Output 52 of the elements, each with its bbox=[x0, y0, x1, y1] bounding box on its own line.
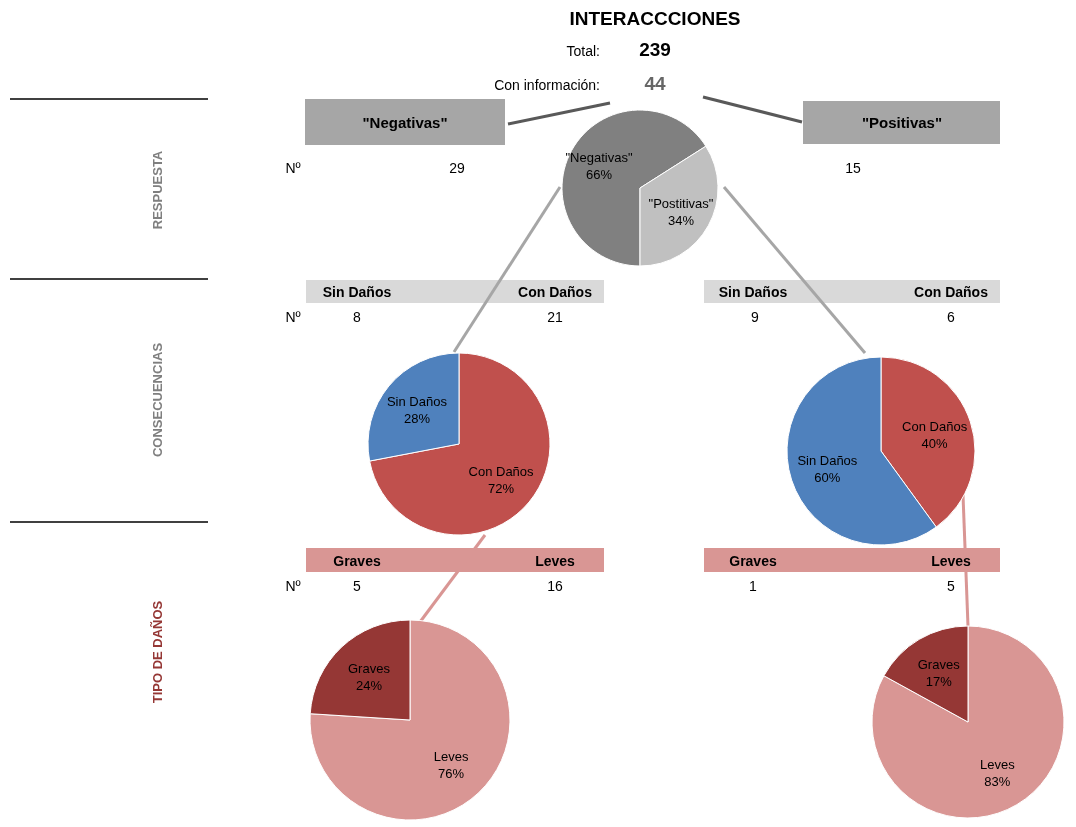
text: "Positivas" bbox=[861, 114, 943, 131]
text: Sin Daños bbox=[718, 284, 788, 300]
text: Leves bbox=[931, 553, 972, 569]
pie-slice bbox=[369, 352, 551, 536]
text: 9 bbox=[751, 309, 760, 325]
text: Con Daños bbox=[518, 284, 593, 300]
text: Nº bbox=[285, 578, 301, 594]
data-label: 34% bbox=[668, 212, 695, 228]
text: 1 bbox=[749, 578, 758, 594]
text: 6 bbox=[947, 309, 956, 325]
data-label: 24% bbox=[355, 678, 383, 694]
text: Graves bbox=[333, 553, 381, 569]
text: 5 bbox=[947, 578, 956, 594]
text: 5 bbox=[353, 578, 362, 594]
data-label: 17% bbox=[925, 674, 953, 690]
text: Nº bbox=[285, 309, 301, 325]
text: 44 bbox=[644, 73, 666, 94]
data-label: 83% bbox=[984, 773, 1011, 789]
data-label: 60% bbox=[814, 470, 841, 486]
slice-label: Graves bbox=[347, 661, 391, 677]
text: INTERACCCIONES bbox=[569, 8, 741, 29]
text: CONSECUENCIAS bbox=[150, 342, 165, 458]
text: 16 bbox=[547, 578, 563, 594]
text: Con información: bbox=[494, 77, 600, 93]
data-label: 28% bbox=[403, 411, 431, 427]
data-label: 40% bbox=[921, 435, 949, 451]
text: Leves bbox=[535, 553, 576, 569]
text: 239 bbox=[639, 39, 671, 60]
text: 15 bbox=[845, 160, 861, 176]
slice-label: Con Daños bbox=[902, 418, 968, 434]
text: 29 bbox=[449, 160, 465, 176]
data-label: 72% bbox=[488, 480, 515, 496]
slice-label: Graves bbox=[917, 657, 961, 673]
data-label: 66% bbox=[585, 167, 613, 183]
text: Nº bbox=[285, 160, 301, 176]
slice-label: Leves bbox=[979, 756, 1016, 772]
text: TIPO DE DAÑOS bbox=[150, 600, 165, 704]
slice-label: "Postitivas" bbox=[648, 195, 714, 211]
text: 8 bbox=[353, 309, 362, 325]
slice-label: Con Daños bbox=[468, 463, 535, 479]
text: Total: bbox=[566, 43, 600, 59]
text: Sin Daños bbox=[322, 284, 392, 300]
text: "Negativas" bbox=[362, 114, 448, 131]
pie-slice bbox=[871, 625, 1065, 819]
slice-label: Leves bbox=[433, 748, 469, 764]
text: Con Daños bbox=[914, 284, 989, 300]
text: 21 bbox=[547, 309, 563, 325]
data-label: 76% bbox=[438, 765, 465, 781]
slice-label: Sin Daños bbox=[386, 394, 448, 410]
text: Graves bbox=[729, 553, 777, 569]
text: RESPUESTA bbox=[150, 150, 165, 230]
slice-label: Sin Daños bbox=[797, 453, 858, 469]
